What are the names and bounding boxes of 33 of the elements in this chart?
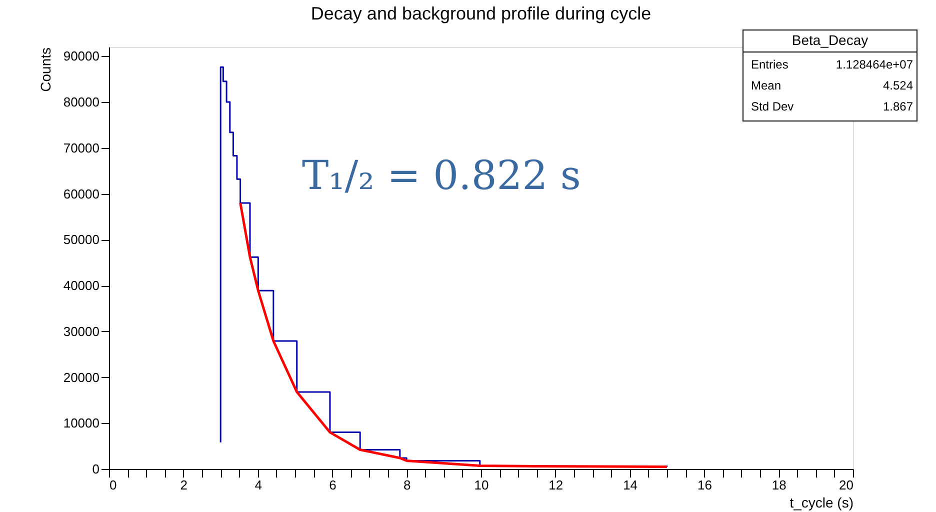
y-tick-label: 90000 xyxy=(63,48,100,64)
line-series xyxy=(239,202,668,468)
text: 1.867 xyxy=(882,100,914,114)
x-tick-label: 10 xyxy=(474,478,489,492)
x-tick-label: 16 xyxy=(697,478,712,492)
annotation: Entries xyxy=(751,58,788,72)
y-tick-label: 40000 xyxy=(63,278,100,294)
x-tick-label: 8 xyxy=(403,478,411,492)
annotation: 1.128464e+07 xyxy=(836,58,914,72)
y-tick-label: 50000 xyxy=(63,232,100,248)
x-tick-label: 18 xyxy=(772,478,786,492)
y-tick-label: 80000 xyxy=(63,94,100,110)
x-axis-title: t_cycle (s) xyxy=(790,494,854,510)
annotation: Beta_Decay xyxy=(792,32,868,48)
annotation: T₁/₂ = 0.822 s xyxy=(302,153,581,199)
x-tick-label: 14 xyxy=(623,478,638,492)
x-tick-label: 4 xyxy=(254,478,262,492)
y-tick-label: 30000 xyxy=(63,324,100,339)
x-tick-label: 2 xyxy=(180,478,188,492)
y-tick-label: 60000 xyxy=(63,186,100,202)
text: 4.524 xyxy=(882,78,914,92)
x-tick-label: 0 xyxy=(110,478,117,492)
y-tick-label: 0 xyxy=(92,462,100,476)
chart-title: Decay and background profile during cycle xyxy=(310,4,652,24)
y-axis-title: Counts xyxy=(37,48,54,92)
annotation: Std Dev xyxy=(751,100,794,114)
x-tick-label: 6 xyxy=(329,478,336,492)
y-tick-label: 10000 xyxy=(63,416,100,431)
x-tick-label: 12 xyxy=(548,478,564,492)
x-tick-label: 20 xyxy=(839,478,854,492)
annotation: Mean xyxy=(751,78,782,92)
y-tick-label: 70000 xyxy=(63,140,100,156)
y-tick-label: 20000 xyxy=(63,370,100,385)
